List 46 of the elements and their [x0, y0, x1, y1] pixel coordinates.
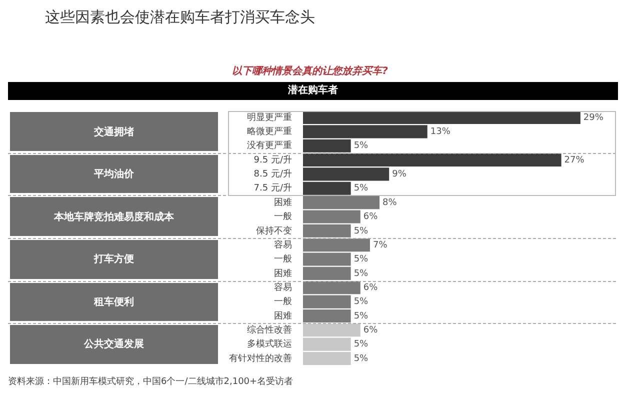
data-label: 6% [363, 326, 378, 336]
data-label: 7% [372, 240, 388, 250]
data-label: 5% [354, 297, 369, 308]
data-label: 27% [564, 155, 585, 166]
data-label: 5% [354, 311, 369, 322]
y-tick-label: 保持不变 [256, 225, 292, 236]
data-label: 6% [363, 212, 378, 222]
group-panel: 租车便利 [10, 282, 218, 322]
data-label: 5% [354, 354, 369, 364]
data-label: 9% [392, 170, 407, 180]
y-tick-label: 9.5 元/升 [254, 154, 292, 166]
text: 这些因素也会使潜在购车者打消买车念头 [45, 8, 315, 27]
y-tick-label: 明显更严重 [247, 112, 292, 123]
y-tick-label: 困难 [274, 196, 292, 208]
data-label: 5% [354, 141, 369, 152]
y-tick-label: 有针对性的改善 [229, 352, 292, 364]
y-tick-label: 8.5 元/升 [254, 168, 292, 180]
data-label: 13% [430, 127, 451, 138]
y-tick-label: 多模式联运 [247, 338, 292, 350]
group-panel: 公共交通发展 [10, 325, 218, 364]
y-tick-label: 综合性改善 [247, 324, 292, 336]
data-label: 29% [583, 112, 604, 123]
y-tick-label: 7.5 元/升 [254, 182, 292, 194]
y-tick-label: 一般 [274, 211, 292, 222]
text: 资料来源：中国新用车模式研究，中国6个一/二线城市2,100+名受访者 [8, 376, 294, 388]
y-tick-label: 一般 [274, 296, 292, 308]
y-tick-label: 一般 [274, 254, 292, 265]
y-tick-label: 容易 [274, 239, 292, 250]
data-label: 5% [354, 226, 369, 236]
group-panel: 打车方便 [10, 240, 218, 279]
y-tick-label: 没有更严重 [247, 140, 292, 152]
data-label: 5% [354, 184, 369, 194]
group-panel: 平均油价 [10, 154, 218, 194]
data-label: 5% [354, 254, 369, 265]
y-tick-label: 困难 [274, 268, 292, 279]
group-panel: 本地车牌竞拍难易度和成本 [10, 197, 218, 236]
y-tick-label: 容易 [274, 282, 292, 293]
data-label: 6% [363, 282, 378, 293]
group-panel: 交通拥堵 [10, 112, 218, 151]
data-label: 8% [382, 198, 398, 208]
y-tick-label: 略微更严重 [247, 126, 292, 138]
data-label: 5% [354, 340, 369, 350]
y-tick-label: 困难 [274, 310, 292, 322]
data-label: 5% [354, 268, 369, 279]
text: 潜在购车者 [8, 82, 618, 100]
chart-subtitle: 以下哪种情景会真的让您放弃买车? [231, 64, 389, 78]
